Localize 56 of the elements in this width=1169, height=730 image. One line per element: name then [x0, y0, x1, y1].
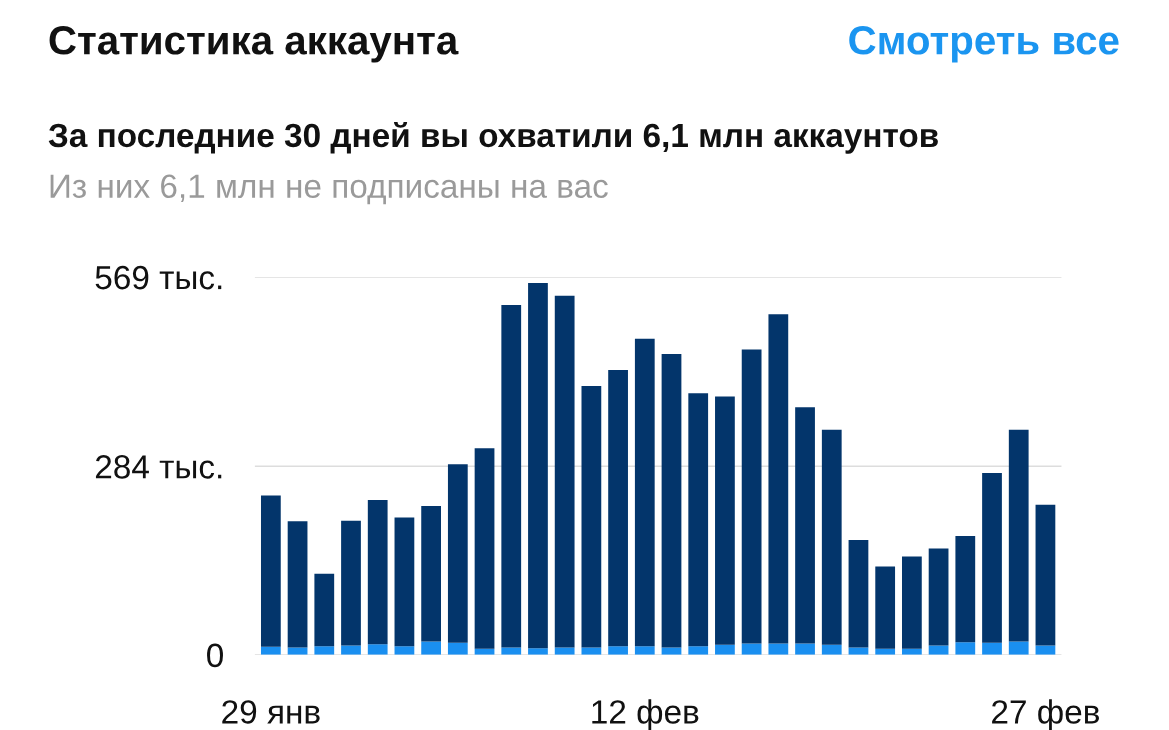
bar — [715, 396, 735, 645]
bar — [421, 506, 441, 642]
bar — [768, 314, 789, 644]
bar — [715, 644, 735, 655]
bar — [367, 644, 388, 655]
bar — [287, 521, 308, 648]
bar — [661, 354, 682, 648]
bar — [581, 385, 602, 648]
y-tick-label: 0 — [207, 643, 223, 668]
bar — [528, 283, 548, 649]
bar — [688, 646, 709, 655]
x-tick-label: 12 фев — [592, 699, 699, 730]
bar — [1035, 504, 1056, 646]
bar — [982, 642, 1002, 655]
text: Смотреть все — [849, 26, 1119, 63]
bar — [501, 304, 522, 648]
bar — [260, 495, 281, 647]
bar — [982, 472, 1002, 643]
chart-title: Статистика аккаунта — [49, 26, 459, 63]
bar — [741, 643, 762, 655]
bar — [608, 369, 628, 647]
bar — [447, 464, 468, 643]
bar — [902, 556, 922, 649]
bar — [955, 535, 976, 643]
bar — [848, 539, 869, 648]
bar — [688, 393, 709, 647]
bar — [367, 500, 388, 645]
bar — [608, 646, 628, 655]
bar — [741, 349, 762, 644]
bar — [528, 648, 548, 655]
bar — [795, 643, 815, 655]
bar — [394, 517, 415, 647]
x-tick-label: 27 фев — [992, 699, 1099, 730]
bar — [928, 548, 949, 646]
bar — [314, 646, 335, 655]
bar — [821, 429, 842, 645]
y-tick-label: 284 тыс. — [95, 455, 222, 479]
bar — [821, 644, 842, 655]
bar — [955, 642, 976, 655]
x-tick-label: 29 янв — [222, 700, 320, 724]
bar — [875, 566, 896, 649]
bar — [554, 295, 575, 648]
bar — [447, 642, 468, 655]
y-tick-label: 569 тыс. — [95, 265, 222, 290]
bar — [314, 573, 335, 647]
bar — [341, 520, 361, 646]
text: Из них 6,1 млн не подписаны на вас — [50, 174, 608, 205]
bar — [634, 338, 655, 647]
bar — [474, 448, 495, 649]
bar — [634, 646, 655, 655]
bar — [768, 643, 789, 655]
bar — [795, 407, 815, 644]
bar — [421, 641, 441, 655]
bar — [1008, 641, 1029, 655]
bar — [1008, 429, 1029, 642]
chart-subtitle: За последние 30 дней вы охватили 6,1 млн аккаунтов — [48, 122, 938, 154]
